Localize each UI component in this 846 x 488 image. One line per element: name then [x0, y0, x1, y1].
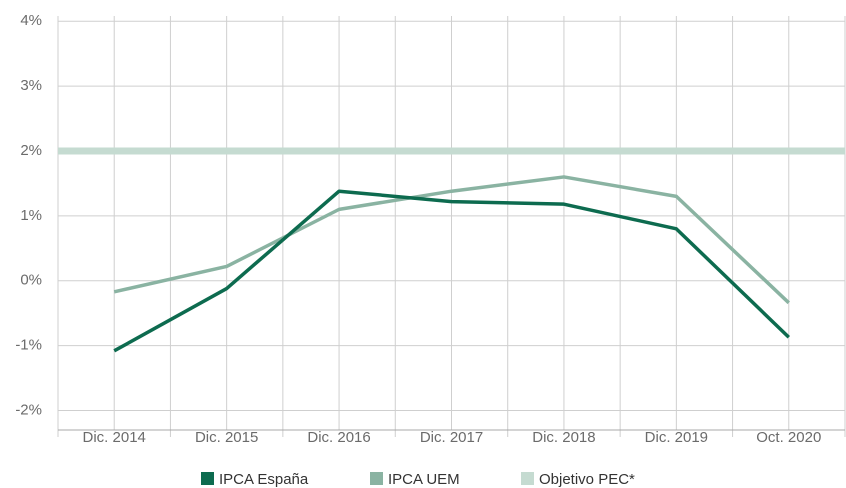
- legend-swatch: [370, 472, 383, 485]
- series-line: [113, 189, 791, 353]
- y-tick-label: 0%: [20, 272, 42, 289]
- legend: IPCA España IPCA UEM Objetivo PEC*: [201, 471, 635, 488]
- y-tick-label: 4%: [20, 12, 42, 29]
- x-tick-label: Dic. 2018: [532, 429, 595, 446]
- x-tick-label: Dic. 2014: [83, 429, 146, 446]
- x-tick-label: Dic. 2019: [645, 429, 708, 446]
- legend-swatch: [201, 472, 214, 485]
- legend-label: IPCA UEM: [388, 471, 460, 488]
- legend-label: Objetivo PEC*: [539, 471, 635, 488]
- y-tick-label: 3%: [20, 77, 42, 94]
- legend-label: IPCA España: [219, 471, 309, 488]
- x-tick-label: Dic. 2017: [420, 429, 483, 446]
- y-tick-label: -2%: [15, 402, 42, 419]
- series-line: [113, 175, 790, 305]
- x-tick-label: Dic. 2016: [307, 429, 370, 446]
- y-tick-label: 1%: [20, 207, 42, 224]
- y-tick-label: -1%: [15, 337, 42, 354]
- legend-swatch: [521, 472, 534, 485]
- y-tick-label: 2%: [20, 142, 42, 159]
- x-tick-label: Oct. 2020: [756, 429, 821, 446]
- x-tick-label: Dic. 2015: [195, 429, 258, 446]
